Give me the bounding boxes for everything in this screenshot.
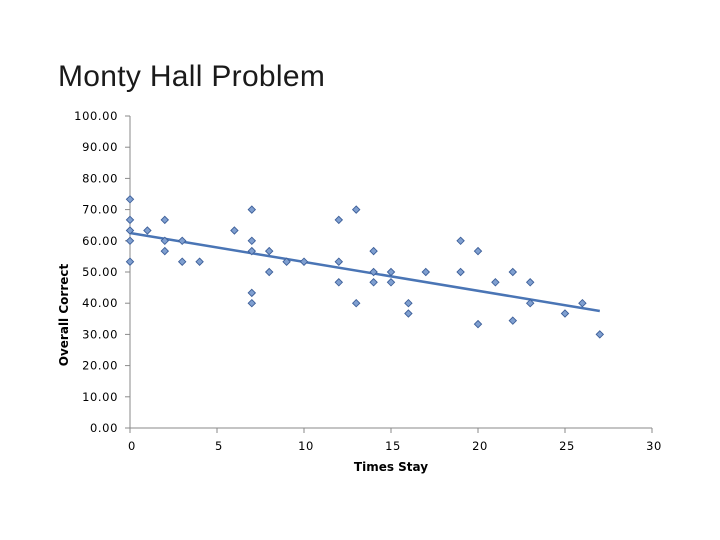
data-point xyxy=(160,236,170,246)
data-point xyxy=(247,298,257,308)
data-point xyxy=(125,257,135,266)
data-point xyxy=(177,257,187,266)
data-point xyxy=(125,195,135,204)
x-tick-label: 20 xyxy=(472,439,488,453)
data-point xyxy=(334,215,344,225)
data-point xyxy=(160,246,170,256)
data-point xyxy=(473,319,483,329)
data-point xyxy=(160,215,170,225)
x-axis-title: Times Stay xyxy=(354,460,428,474)
y-tick-label: 30.00 xyxy=(82,327,118,341)
data-point xyxy=(369,267,378,277)
data-point xyxy=(508,267,518,277)
y-axis-title: Overall Correct xyxy=(57,264,71,367)
y-tick-label: 10.00 xyxy=(82,390,118,404)
data-point xyxy=(560,309,570,318)
data-point xyxy=(247,288,257,298)
y-tick-label: 0.00 xyxy=(90,421,118,435)
x-tick-label: 10 xyxy=(298,439,314,453)
y-tick-label: 40.00 xyxy=(82,296,118,310)
data-point xyxy=(334,278,344,287)
data-point xyxy=(125,215,135,225)
x-tick-label: 15 xyxy=(385,439,401,453)
data-point xyxy=(282,257,291,266)
trendline-group xyxy=(129,231,601,313)
data-point xyxy=(456,267,465,277)
data-point xyxy=(264,267,274,277)
y-tick-label: 50.00 xyxy=(82,265,118,279)
data-point xyxy=(143,226,152,235)
data-point xyxy=(247,236,257,246)
data-point xyxy=(369,246,378,256)
trendline xyxy=(129,231,601,313)
data-point xyxy=(351,298,361,308)
data-point xyxy=(473,246,483,256)
axis-labels: 0.00 10.00 20.00 30.00 40.00 50.00 60.00 70.00 8… xyxy=(57,109,662,474)
x-tick-label: 30 xyxy=(646,439,662,453)
data-point xyxy=(177,236,187,246)
data-point xyxy=(525,298,535,308)
data-point xyxy=(247,205,257,214)
data-point xyxy=(247,246,257,256)
y-tick-label: 80.00 xyxy=(82,171,118,185)
y-tick-label: 60.00 xyxy=(82,234,118,248)
data-point xyxy=(508,316,518,325)
data-point xyxy=(334,257,344,266)
data-point xyxy=(264,246,274,256)
data-point xyxy=(491,278,500,287)
data-point xyxy=(456,236,465,246)
x-tick-label: 5 xyxy=(215,439,223,453)
y-tick-label: 20.00 xyxy=(82,359,118,373)
data-point xyxy=(386,267,396,277)
data-point xyxy=(421,267,431,277)
data-point xyxy=(125,236,135,246)
data-point xyxy=(195,257,204,266)
y-tick-label: 100.00 xyxy=(74,109,118,123)
data-point xyxy=(230,226,239,235)
data-point xyxy=(404,309,413,318)
data-point xyxy=(299,257,309,266)
x-tick-label: 0 xyxy=(128,439,136,453)
data-point xyxy=(386,278,396,287)
data-point xyxy=(351,205,361,214)
points-group xyxy=(125,195,605,339)
data-point xyxy=(125,226,135,235)
chart-title: Monty Hall Problem xyxy=(58,60,326,93)
data-point xyxy=(369,278,378,287)
y-tick-label: 70.00 xyxy=(82,203,118,217)
data-point xyxy=(525,278,535,287)
data-point xyxy=(404,298,413,308)
y-tick-label: 90.00 xyxy=(82,140,118,154)
data-point xyxy=(595,330,605,339)
x-tick-label: 25 xyxy=(559,439,575,453)
data-point xyxy=(578,298,587,308)
axes xyxy=(125,115,653,433)
